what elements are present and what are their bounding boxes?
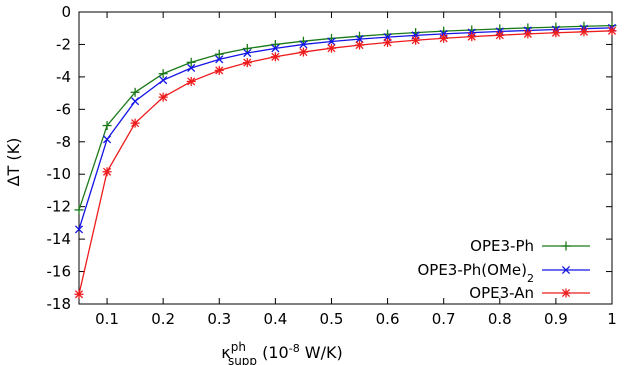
y-tick-label: -16 (47, 263, 72, 281)
x-tick-label: 0.8 (488, 310, 512, 328)
data-point (214, 49, 224, 59)
data-point (495, 30, 505, 40)
data-point (187, 63, 196, 73)
x-tick-label: 0.5 (320, 310, 344, 328)
data-point (159, 76, 168, 85)
y-tick-label: 0 (61, 3, 71, 21)
data-point (271, 44, 280, 53)
series-layer (74, 21, 617, 299)
x-axis-label-unit-exp: -8 (289, 342, 300, 355)
x-tick-label: 0.9 (544, 310, 568, 328)
series-line (78, 30, 613, 295)
data-point (411, 35, 421, 45)
x-tick-label: 0.2 (151, 310, 175, 328)
data-point (242, 44, 252, 53)
data-point (326, 43, 336, 53)
y-axis: 0 -2 -4 -6 -8 -10 -12 -14 -16 -18 (47, 3, 612, 313)
data-point (186, 57, 196, 67)
data-point (186, 76, 196, 86)
data-point (102, 167, 112, 177)
data-point (523, 29, 533, 39)
series-line (78, 24, 613, 211)
plot-frame (78, 11, 613, 305)
legend-label: OPE3-Ph(OMe)2 (417, 261, 534, 285)
data-point (439, 33, 449, 43)
data-point (214, 65, 224, 75)
series-3 (74, 26, 617, 299)
plot-area (78, 11, 613, 305)
legend-entry: OPE3-An (469, 284, 590, 302)
data-point (270, 52, 280, 62)
y-tick-label: -12 (47, 198, 72, 216)
data-point (327, 37, 336, 46)
series-2 (74, 23, 617, 234)
legend-label: OPE3-Ph (470, 237, 534, 255)
x-axis-label: κph supp (10-8 W/K) (221, 340, 342, 365)
data-point (607, 26, 617, 36)
data-point (158, 69, 168, 79)
y-tick-label: -8 (56, 133, 71, 151)
y-tick-label: -2 (56, 35, 71, 53)
data-point (467, 32, 477, 42)
data-point (131, 97, 140, 106)
data-point (74, 205, 84, 215)
x-axis-label-unit: (10 (257, 343, 289, 362)
x-tick-label: 0.3 (207, 310, 231, 328)
legend-label: OPE3-An (469, 284, 534, 302)
data-point (355, 35, 364, 44)
x-tick-label: 0.7 (432, 310, 456, 328)
y-axis-label: ΔT (K) (4, 138, 23, 187)
data-point (243, 48, 252, 58)
x-tick-label: 0.1 (95, 310, 119, 328)
y-tick-label: -6 (56, 100, 71, 118)
x-axis-label-unit-rest: W/K) (300, 343, 343, 362)
data-point (355, 40, 365, 50)
data-point (102, 121, 112, 131)
x-axis-label-sup: ph (231, 340, 246, 354)
legend-entry: OPE3-Ph (470, 237, 590, 255)
y-tick-label: -18 (47, 295, 72, 313)
series-line (78, 27, 613, 230)
data-point (215, 55, 224, 64)
data-point (579, 27, 589, 37)
legend-entry: OPE3-Ph(OMe)2 (417, 261, 590, 285)
legend-marker (561, 265, 571, 275)
x-axis: 0.1 0.2 0.3 0.4 0.5 0.6 0.7 0.8 0.9 1 (95, 12, 617, 328)
x-tick-label: 0.6 (376, 310, 400, 328)
data-point (74, 225, 84, 234)
data-point (130, 118, 140, 128)
data-point (298, 47, 308, 57)
data-point (383, 37, 393, 47)
data-point (158, 92, 168, 102)
data-point (102, 135, 112, 144)
x-tick-label: 1 (607, 310, 617, 328)
series-1 (74, 21, 617, 215)
legend-marker (561, 241, 571, 251)
data-point (74, 289, 84, 299)
x-tick-label: 0.4 (263, 310, 287, 328)
y-tick-label: -14 (47, 230, 72, 248)
x-axis-label-sub: supp (228, 354, 257, 365)
data-point (299, 40, 308, 49)
y-tick-label: -4 (56, 68, 71, 86)
x-axis-label-symbol: κ (221, 343, 231, 362)
data-point (551, 28, 561, 38)
data-point (242, 58, 252, 68)
legend-marker (561, 288, 571, 298)
data-point (130, 87, 140, 97)
y-tick-label: -10 (47, 165, 72, 183)
